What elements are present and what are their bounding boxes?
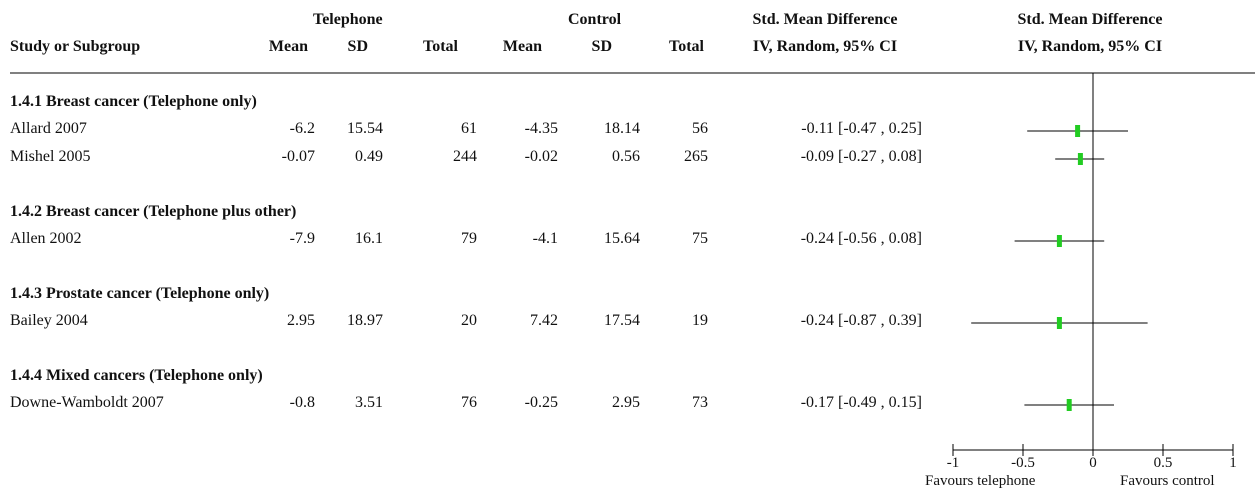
control-sd: 17.54 <box>604 312 640 329</box>
effect-marker <box>1066 399 1072 411</box>
study-column-header: Study or Subgroup <box>10 38 141 55</box>
control-total: 265 <box>684 148 708 165</box>
telephone-total: 76 <box>461 394 477 411</box>
telephone-mean: -6.2 <box>289 120 315 137</box>
control-sd-header: SD <box>591 38 612 55</box>
control-mean: -0.25 <box>524 394 558 411</box>
smd-ci: -0.24 [-0.56 , 0.08] <box>800 230 922 247</box>
telephone-total: 79 <box>461 230 477 247</box>
control-mean: -4.1 <box>532 230 558 247</box>
control-mean: -0.02 <box>524 148 558 165</box>
smd-ci: -0.17 [-0.49 , 0.15] <box>800 394 922 411</box>
favours-left-label: Favours telephone <box>925 473 1036 489</box>
telephone-sd-header: SD <box>347 38 368 55</box>
telephone-total: 244 <box>453 148 477 165</box>
telephone-total: 61 <box>461 120 477 137</box>
effect-marker <box>1056 235 1062 247</box>
control-sd: 15.64 <box>604 230 640 247</box>
telephone-mean: 2.95 <box>287 312 315 329</box>
x-tick-label: 0 <box>1089 455 1097 471</box>
telephone-mean: -0.8 <box>289 394 315 411</box>
effect-marker <box>1077 153 1083 165</box>
control-total: 56 <box>692 120 708 137</box>
control-mean: 7.42 <box>530 312 558 329</box>
subgroup-title: 1.4.3 Prostate cancer (Telephone only) <box>10 285 270 302</box>
effect-marker <box>1056 317 1062 329</box>
favours-right-label: Favours control <box>1120 473 1215 489</box>
telephone-sd: 15.54 <box>347 120 383 137</box>
study-name: Allen 2002 <box>10 230 82 247</box>
effect-marker <box>1075 125 1081 137</box>
control-mean: -4.35 <box>524 120 558 137</box>
control-sd: 18.14 <box>604 120 640 137</box>
control-group-header: Control <box>568 11 622 28</box>
control-sd: 2.95 <box>612 394 640 411</box>
telephone-total: 20 <box>461 312 477 329</box>
study-name: Downe-Wamboldt 2007 <box>10 394 164 411</box>
x-tick-label: -0.5 <box>1011 455 1035 471</box>
plot-header-title: Std. Mean Difference <box>1017 11 1163 28</box>
telephone-sd: 3.51 <box>355 394 383 411</box>
control-mean-header: Mean <box>502 38 542 55</box>
subgroup-title: 1.4.2 Breast cancer (Telephone plus othe… <box>10 203 297 220</box>
telephone-total-header: Total <box>423 38 458 55</box>
smd-header-title: Std. Mean Difference <box>752 11 898 28</box>
smd-header-method: IV, Random, 95% CI <box>752 38 898 55</box>
plot-header-method: IV, Random, 95% CI <box>1017 38 1163 55</box>
telephone-sd: 18.97 <box>347 312 383 329</box>
control-total: 73 <box>692 394 708 411</box>
control-total: 75 <box>692 230 708 247</box>
telephone-sd: 0.49 <box>355 148 383 165</box>
control-total-header: Total <box>669 38 704 55</box>
control-sd: 0.56 <box>612 148 640 165</box>
telephone-sd: 16.1 <box>355 230 383 247</box>
telephone-group-header: Telephone <box>313 11 383 28</box>
x-tick-label: -1 <box>947 455 960 471</box>
x-tick-label: 0.5 <box>1154 455 1173 471</box>
subgroup-title: 1.4.4 Mixed cancers (Telephone only) <box>10 367 263 384</box>
telephone-mean: -7.9 <box>289 230 315 247</box>
study-name: Allard 2007 <box>10 120 87 137</box>
smd-ci: -0.09 [-0.27 , 0.08] <box>800 148 922 165</box>
telephone-mean-header: Mean <box>268 38 308 55</box>
smd-ci: -0.24 [-0.87 , 0.39] <box>800 312 922 329</box>
study-name: Bailey 2004 <box>10 312 88 329</box>
telephone-mean: -0.07 <box>281 148 315 165</box>
smd-ci: -0.11 [-0.47 , 0.25] <box>801 120 922 137</box>
x-tick-label: 1 <box>1229 455 1237 471</box>
subgroup-title: 1.4.1 Breast cancer (Telephone only) <box>10 93 257 110</box>
study-name: Mishel 2005 <box>10 148 91 165</box>
control-total: 19 <box>692 312 708 329</box>
